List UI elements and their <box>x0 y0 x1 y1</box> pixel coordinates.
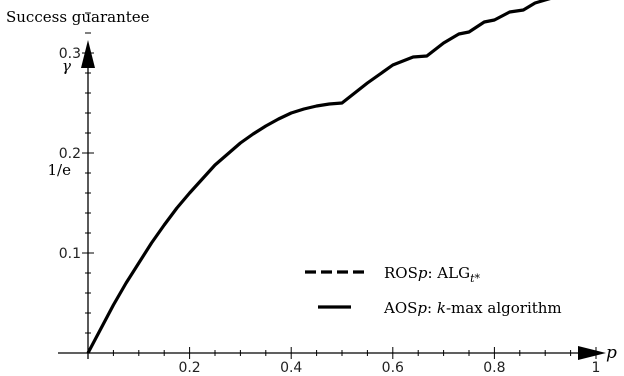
y-tick-label: 0.1 <box>59 246 81 262</box>
x-tick-label: 0.4 <box>280 360 302 376</box>
x-tick-label: 1 <box>592 360 601 376</box>
legend-label-aos: AOSp: k-max algorithm <box>383 299 562 317</box>
y-axis-arrow <box>81 40 95 68</box>
legend: ROSp: ALGt* AOSp: k-max algorithm <box>305 264 562 317</box>
series-line-aos <box>86 0 551 354</box>
y-label-inv-e: 1/e <box>48 161 72 179</box>
x-tick-label: 0.2 <box>178 360 200 376</box>
x-axis-title: p <box>606 343 617 363</box>
x-tick-label: 0.6 <box>382 360 404 376</box>
y-axis-title: Success guarantee <box>6 8 150 26</box>
y-tick-label: 0.2 <box>59 146 81 162</box>
axes: 0.20.40.60.810.10.20.30.40.5 <box>58 12 606 376</box>
x-tick-label: 0.8 <box>483 360 505 376</box>
y-tick-label: 0.3 <box>59 46 81 62</box>
legend-label-ros: ROSp: ALGt* <box>384 264 481 285</box>
series-group <box>86 0 551 354</box>
y-label-gamma: γ <box>62 57 71 75</box>
x-axis-arrow <box>578 346 606 360</box>
